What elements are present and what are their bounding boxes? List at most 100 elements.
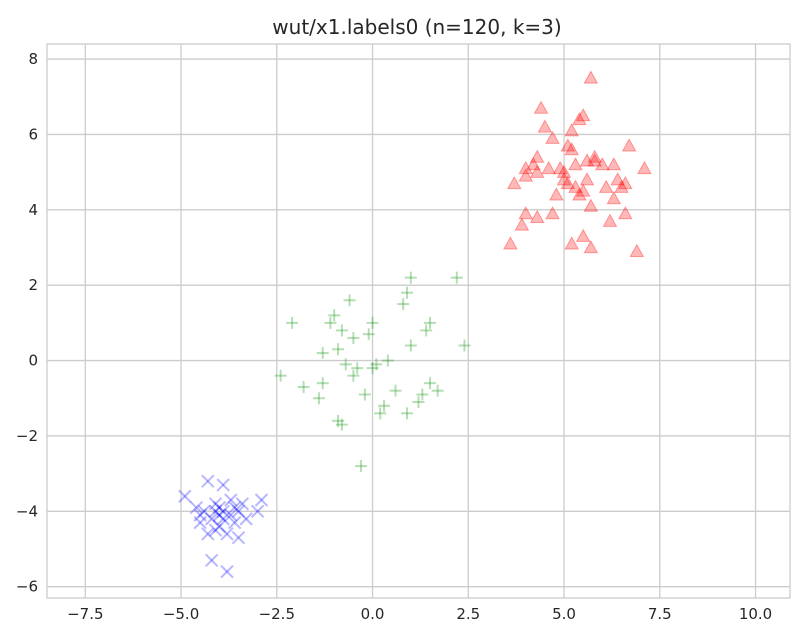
x-marker-point [231, 530, 246, 545]
triangle-marker-point [602, 213, 618, 227]
triangle-marker-point [503, 236, 518, 250]
triangle-marker-point [518, 168, 534, 182]
triangle-marker-point [606, 157, 622, 171]
triangle-marker-point [533, 100, 549, 114]
triangle-marker-point [541, 160, 557, 175]
plot-frame [46, 43, 791, 599]
triangle-marker-point [556, 172, 572, 186]
y-tick-label: 2 [28, 276, 38, 294]
triangle-marker-point [560, 175, 576, 190]
triangle-marker-point [583, 70, 599, 84]
plus-marker-point [401, 286, 414, 299]
y-tick-label: −4 [16, 502, 38, 520]
plus-marker-point [286, 316, 299, 329]
plus-marker-point [458, 339, 471, 352]
plus-marker-point [404, 271, 417, 284]
plus-marker-point [324, 316, 337, 329]
x-marker-point [220, 564, 234, 579]
triangle-marker-point [564, 123, 580, 137]
x-marker-point [193, 515, 207, 530]
x-tick-label: −2.5 [259, 605, 295, 623]
plus-marker-point [420, 324, 433, 337]
y-tick-label: −2 [16, 427, 38, 445]
plus-marker-point [351, 362, 364, 375]
plus-marker-point [297, 380, 310, 393]
triangle-marker-point [598, 179, 614, 193]
x-marker-point [208, 504, 223, 519]
triangle-marker-point [606, 190, 622, 205]
plus-marker-point [347, 369, 360, 382]
x-marker-point [227, 500, 242, 515]
plus-marker-point [343, 294, 356, 307]
triangle-marker-point [614, 179, 629, 193]
x-marker-point [254, 493, 269, 507]
triangle-marker-point [637, 160, 652, 175]
x-marker-point [204, 512, 219, 526]
plus-marker-point [366, 362, 379, 375]
x-marker-point [204, 553, 219, 568]
x-marker-point [201, 474, 215, 488]
triangle-marker-point [568, 179, 583, 193]
triangle-marker-point [518, 206, 534, 220]
x-tick-label: 5.0 [552, 605, 576, 623]
y-tick-label: 0 [28, 352, 38, 370]
chart-title: wut/x1.labels0 (n=120, k=3) [272, 15, 561, 39]
x-marker-point [212, 519, 227, 534]
x-marker-point [216, 512, 230, 526]
triangle-marker-point [537, 119, 553, 133]
triangle-marker-point [549, 187, 564, 201]
triangle-marker-point [529, 149, 545, 163]
x-marker-point [189, 500, 204, 515]
x-marker-point [178, 489, 192, 503]
plus-marker-point [381, 354, 394, 367]
x-marker-point [235, 497, 250, 511]
triangle-marker-point [568, 157, 583, 171]
y-tick-label: 4 [28, 201, 38, 219]
plus-marker-point [389, 384, 402, 397]
plus-marker-point [397, 298, 410, 311]
x-marker-point [193, 508, 207, 522]
x-marker-point [250, 504, 265, 519]
x-marker-point [216, 478, 230, 492]
plus-marker-point [347, 331, 360, 344]
x-tick-label: 0.0 [361, 605, 385, 623]
x-marker-point [212, 508, 227, 522]
triangle-marker-point [594, 157, 610, 171]
x-marker-point [231, 504, 246, 519]
plus-marker-point [366, 316, 379, 329]
plus-marker-point [358, 388, 371, 401]
x-tick-label: 7.5 [648, 605, 672, 623]
triangle-marker-point [552, 160, 568, 175]
triangle-marker-point [610, 172, 626, 186]
y-tick-label: 8 [28, 50, 38, 68]
triangle-marker-point [579, 153, 595, 167]
triangle-marker-point [629, 243, 645, 257]
x-tick-label: −5.0 [163, 605, 199, 623]
y-tick-label: 6 [28, 125, 38, 143]
x-marker-point [197, 504, 211, 519]
x-marker-point [227, 515, 242, 530]
plus-marker-point [335, 418, 348, 431]
plus-marker-point [355, 460, 368, 473]
triangle-marker-point [575, 183, 591, 197]
axes: −7.5 −5.0 −2.5 0.0 2.5 5.0 7.5 10.0 −6 −4 −2 0 2 4 6 8 [16, 43, 791, 623]
triangle-marker-point [506, 175, 522, 190]
triangle-marker-point [564, 236, 580, 250]
plus-marker-point [332, 343, 345, 356]
triangle-marker-point [529, 209, 545, 224]
triangle-marker-point [617, 206, 633, 220]
plus-marker-point [312, 392, 325, 405]
data-points [178, 70, 652, 579]
triangle-marker-point [575, 108, 591, 122]
plus-marker-point [401, 407, 414, 420]
triangle-marker-point [518, 160, 534, 175]
triangle-marker-point [587, 153, 603, 167]
plus-marker-point [339, 358, 352, 371]
x-marker-point [212, 500, 227, 515]
triangle-marker-point [526, 157, 541, 171]
triangle-marker-point [579, 172, 595, 186]
triangle-marker-point [545, 130, 560, 144]
plus-marker-point [431, 384, 444, 397]
triangle-marker-point [556, 164, 572, 178]
